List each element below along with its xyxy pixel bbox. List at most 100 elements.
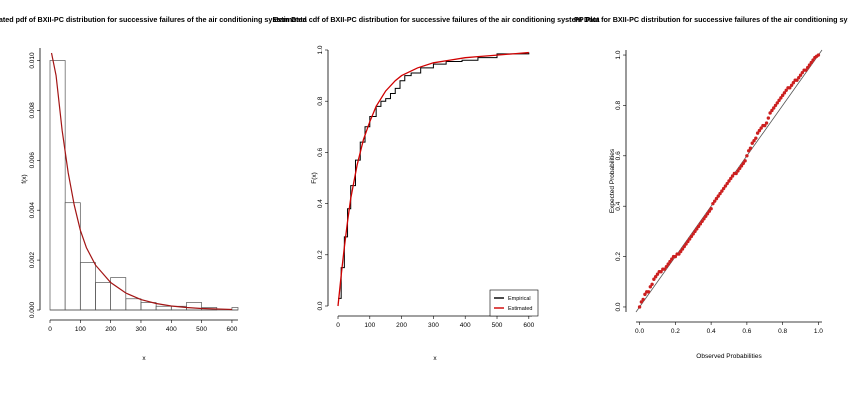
x-tick-label: 0.2 <box>671 328 680 335</box>
chart-title: Estimated cdf of BXII-PC distribution fo… <box>272 15 600 24</box>
pp-point <box>652 277 656 281</box>
pp-point <box>705 212 710 216</box>
y-tick-label: 0.000 <box>29 301 36 318</box>
x-tick-label: 0.6 <box>742 328 751 335</box>
pp-point <box>711 201 715 206</box>
pp-point <box>734 171 738 176</box>
pp-point <box>721 186 726 191</box>
y-tick-label: 0.2 <box>317 250 324 259</box>
pp-point <box>718 191 722 196</box>
legend-label: Empirical <box>508 296 531 302</box>
empirical-cdf-line <box>338 52 530 299</box>
x-tick-label: 600 <box>227 326 238 333</box>
x-tick-label: 300 <box>428 322 439 329</box>
x-tick-label: 0.8 <box>778 328 787 335</box>
y-tick-label: 0.0 <box>317 301 324 310</box>
pp-point <box>741 161 746 166</box>
pp-point <box>809 60 813 65</box>
x-tick-label: 100 <box>364 322 375 329</box>
pp-point <box>729 176 733 181</box>
pp-point <box>743 159 747 163</box>
x-tick-label: 400 <box>460 322 471 329</box>
pp-point <box>784 88 788 93</box>
pp-point <box>680 247 685 251</box>
x-axis-label: x <box>433 355 437 362</box>
pp-point <box>789 83 794 87</box>
estimated-cdf-line <box>337 51 529 307</box>
pp-point <box>752 138 756 143</box>
pp-point <box>709 207 713 211</box>
pp-point <box>773 103 778 108</box>
pp-point <box>764 121 769 125</box>
pp-point <box>702 217 706 221</box>
pp-point <box>766 116 771 120</box>
y-tick-label: 0.002 <box>29 252 36 269</box>
pp-point <box>698 222 703 226</box>
pp-point <box>797 76 801 80</box>
x-tick-label: 500 <box>196 326 207 333</box>
x-tick-label: 0 <box>48 326 52 333</box>
pp-point <box>798 73 803 77</box>
pp-point <box>804 68 808 72</box>
y-tick-label: 0.4 <box>317 199 324 208</box>
histogram-bar <box>79 262 96 311</box>
pp-point <box>750 141 754 145</box>
pp-point <box>716 194 720 198</box>
legend-box <box>489 289 539 317</box>
pp-point <box>707 209 712 213</box>
pp-point <box>712 199 717 203</box>
pp-point <box>754 136 758 140</box>
pp-point <box>736 169 740 173</box>
y-tick-label: 0.8 <box>615 101 622 110</box>
x-tick-label: 0.0 <box>635 328 644 335</box>
x-axis-label: Observed Probabilities <box>696 353 762 360</box>
pp-point <box>670 257 674 261</box>
pp-point <box>746 149 751 153</box>
pp-point <box>763 123 767 128</box>
pp-point <box>700 219 704 224</box>
pp-point <box>684 242 688 246</box>
pp-point <box>759 126 763 130</box>
pp-point <box>643 292 647 297</box>
histogram-bar <box>49 60 66 311</box>
pp-point <box>725 181 729 186</box>
histogram-bar <box>95 282 111 311</box>
pp-point <box>723 184 728 188</box>
pp-point <box>757 128 762 133</box>
pp-point <box>695 227 699 231</box>
pp-point <box>755 131 760 135</box>
x-tick-label: 0 <box>336 322 340 329</box>
cdf-panel: Estimated cdf of BXII-PC distribution fo… <box>272 15 600 362</box>
pp-point <box>696 224 701 229</box>
pp-point <box>772 106 776 110</box>
pp-point <box>650 282 654 286</box>
pp-point <box>780 93 785 98</box>
pp-point <box>655 272 660 276</box>
pp-point <box>639 300 644 304</box>
histogram-bar <box>155 305 172 311</box>
x-axis-label: x <box>142 355 146 362</box>
pp-point <box>673 254 678 259</box>
pp-point <box>666 262 670 266</box>
x-tick-label: 200 <box>105 326 116 333</box>
y-tick-label: 0.6 <box>317 148 324 157</box>
pp-point <box>782 91 787 95</box>
x-tick-label: 1.0 <box>814 328 823 335</box>
x-tick-label: 200 <box>396 322 407 329</box>
pp-point <box>720 189 724 193</box>
y-tick-label: 0.6 <box>615 151 622 160</box>
pp-point <box>730 174 735 178</box>
pp-point <box>748 146 753 150</box>
pp-point <box>664 264 669 269</box>
pp-point <box>768 111 772 115</box>
y-tick-label: 0.006 <box>29 152 36 169</box>
pp-point <box>795 78 799 82</box>
pp-point <box>714 196 719 201</box>
pp-point <box>800 70 805 75</box>
pp-point <box>775 101 779 105</box>
y-axis-label: F(x) <box>311 172 318 184</box>
pp-point <box>659 269 663 274</box>
pp-point <box>687 237 692 241</box>
pp-point <box>693 229 697 234</box>
x-tick-label: 500 <box>492 322 503 329</box>
